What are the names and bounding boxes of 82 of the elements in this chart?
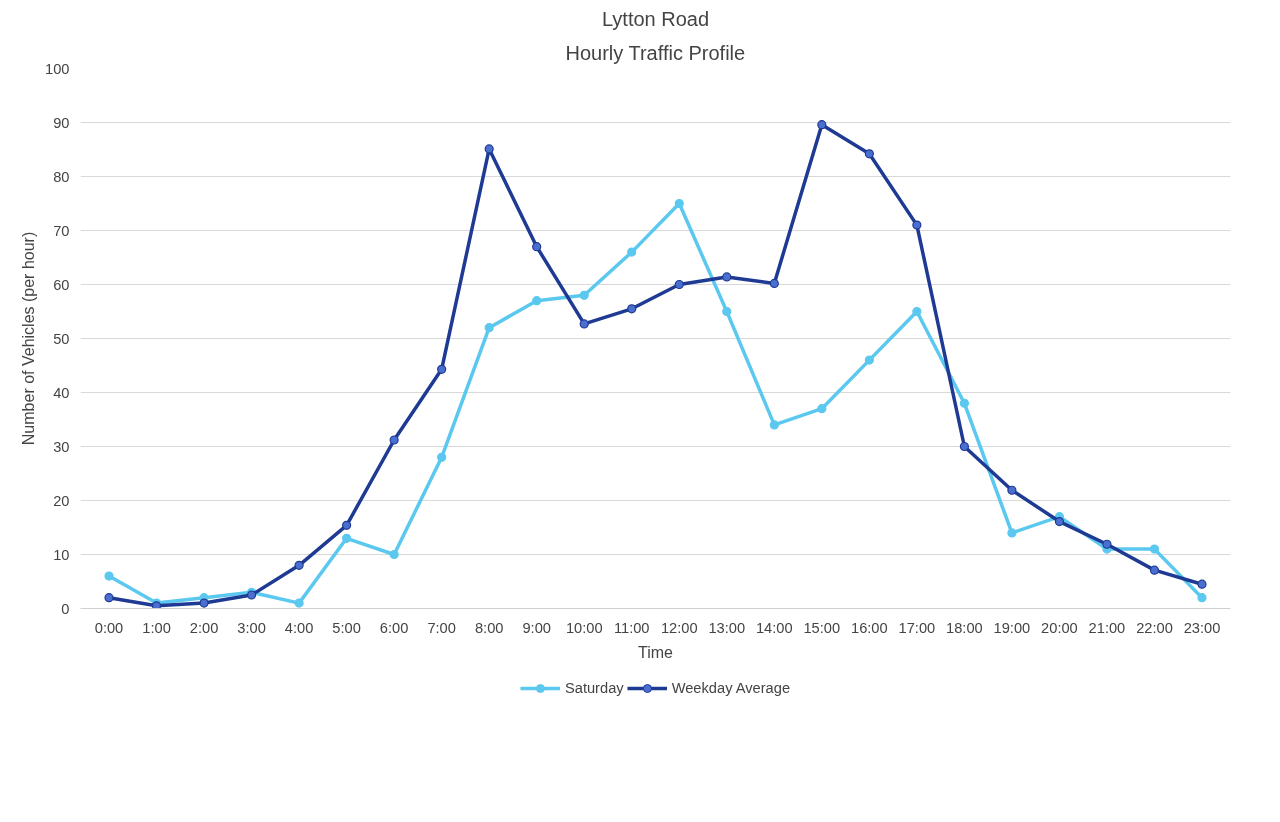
- point: [817, 404, 827, 414]
- legend-label: Weekday Average: [671, 680, 791, 696]
- point: [1102, 539, 1112, 549]
- point: [294, 560, 304, 570]
- point: [532, 242, 542, 252]
- point: [912, 220, 922, 230]
- x-axis-title: Time: [638, 643, 674, 661]
- point: [769, 420, 779, 430]
- y-tick-label: 80: [53, 168, 70, 185]
- point: [199, 598, 209, 608]
- x-tick-label: 15:00: [803, 619, 841, 636]
- point: [864, 149, 874, 159]
- point: [104, 571, 114, 581]
- point: [1149, 544, 1160, 554]
- x-tick-label: 9:00: [522, 619, 551, 636]
- point: [959, 441, 969, 452]
- x-tick-label: 7:00: [427, 619, 456, 636]
- legend-label: Saturday: [564, 680, 624, 696]
- point: [674, 198, 684, 209]
- x-tick-label: 18:00: [946, 619, 983, 636]
- x-tick-label: 3:00: [237, 619, 266, 636]
- x-tick-label: 11:00: [613, 619, 650, 636]
- y-tick-label: 50: [53, 330, 70, 347]
- y-axis-title: Number of Vehicles (per hour): [20, 231, 38, 446]
- point: [389, 549, 399, 560]
- point: [1149, 565, 1160, 575]
- point: [1054, 516, 1065, 527]
- point: [1007, 528, 1017, 538]
- x-tick-label: 6:00: [379, 619, 409, 636]
- x-tick-label: 8:00: [474, 619, 504, 636]
- point: [722, 272, 732, 282]
- point: [342, 520, 352, 530]
- y-tick-label: 30: [53, 438, 70, 455]
- x-tick-label: 17:00: [898, 619, 936, 636]
- point: [389, 435, 399, 445]
- point: [1197, 593, 1207, 603]
- point: [579, 290, 589, 300]
- x-tick-label: 2:00: [189, 619, 219, 636]
- y-tick-label: 70: [53, 222, 70, 239]
- point: [532, 296, 542, 306]
- x-tick-label: 12:00: [660, 619, 698, 636]
- point: [627, 247, 637, 257]
- point: [959, 398, 969, 408]
- point: [674, 279, 684, 290]
- x-tick-label: 21:00: [1088, 619, 1126, 636]
- point: [104, 593, 114, 603]
- y-tick-label: 10: [53, 546, 70, 563]
- x-tick-label: 20:00: [1041, 619, 1078, 636]
- point: [437, 452, 447, 462]
- point: [342, 533, 352, 543]
- x-tick-label: 14:00: [755, 619, 793, 636]
- x-tick-label: 0:00: [94, 619, 124, 636]
- point: [484, 144, 494, 154]
- point: [769, 278, 779, 289]
- point: [484, 323, 494, 333]
- y-tick-label: 40: [53, 384, 70, 401]
- chart-subtitle: Hourly Traffic Profile: [565, 41, 746, 64]
- x-tick-label: 22:00: [1136, 619, 1173, 636]
- y-tick-label: 20: [53, 492, 70, 509]
- x-tick-label: 16:00: [851, 619, 888, 636]
- x-tick-label: 23:00: [1183, 619, 1221, 636]
- x-tick-label: 13:00: [708, 619, 746, 636]
- x-tick-label: 5:00: [332, 619, 361, 636]
- point: [817, 120, 827, 130]
- point: [579, 319, 589, 329]
- y-tick-label: 100: [45, 60, 70, 77]
- chart-title: Lytton Road: [601, 7, 710, 30]
- y-tick-label: 60: [53, 276, 70, 293]
- point: [437, 364, 447, 374]
- x-tick-label: 10:00: [565, 619, 603, 636]
- y-tick-label: 90: [53, 114, 70, 131]
- point: [722, 306, 732, 317]
- point: [627, 304, 637, 314]
- point: [912, 306, 922, 317]
- x-tick-label: 4:00: [284, 619, 314, 636]
- point: [1197, 579, 1207, 589]
- point: [864, 355, 874, 365]
- x-tick-label: 19:00: [993, 619, 1031, 636]
- x-tick-label: 1:00: [142, 619, 171, 636]
- y-tick-label: 0: [61, 600, 70, 617]
- point: [294, 598, 304, 608]
- point: [1007, 485, 1017, 495]
